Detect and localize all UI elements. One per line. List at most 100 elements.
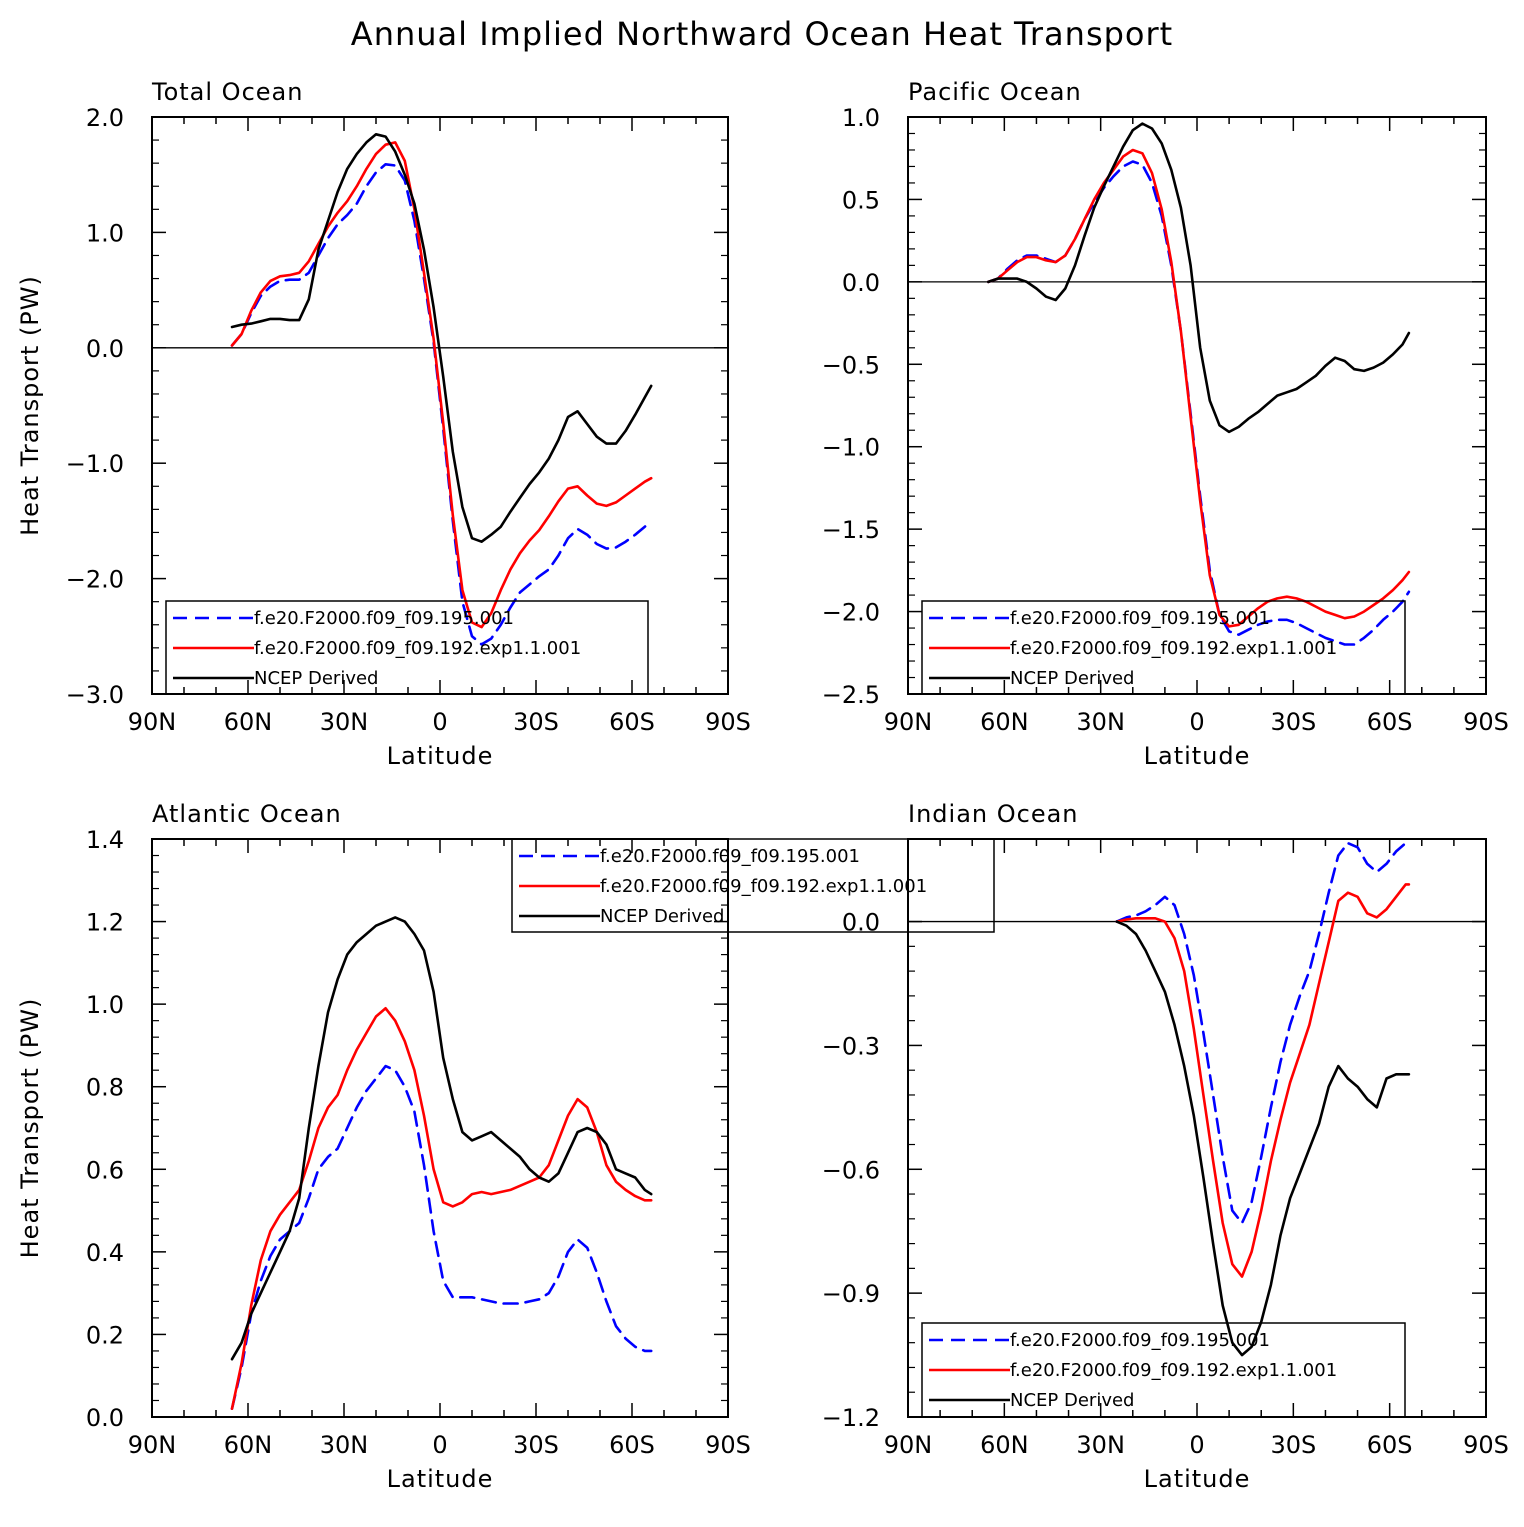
x-tick-label: 90N <box>128 1431 177 1459</box>
x-tick-label: 90S <box>705 1431 751 1459</box>
y-tick-label: 0.4 <box>86 1239 124 1267</box>
x-tick-label: 30S <box>1270 1431 1316 1459</box>
x-axis-title: Latitude <box>1144 742 1251 770</box>
y-tick-label: 2.0 <box>86 104 124 132</box>
y-tick-label: −0.5 <box>822 351 880 379</box>
y-tick-label: 0.0 <box>86 1404 124 1432</box>
legend-box <box>921 1322 1406 1418</box>
x-tick-label: 30S <box>1270 708 1316 736</box>
legend-box <box>165 600 649 695</box>
y-tick-label: 1.0 <box>842 104 880 132</box>
panel-title: Total Ocean <box>151 78 303 106</box>
x-tick-label: 30N <box>1076 1431 1125 1459</box>
legend: f.e20.F2000.f09_f09.195.001 f.e20.F2000.f… <box>921 600 1406 695</box>
y-tick-label: 0.6 <box>86 1156 124 1184</box>
legend-label: NCEP Derived <box>254 668 378 689</box>
series-line <box>1115 883 1411 1278</box>
legend: f.e20.F2000.f09_f09.195.001 f.e20.F2000.f… <box>921 1322 1406 1418</box>
legend-label: f.e20.F2000.f09_f09.192.exp1.1.001 <box>600 876 927 897</box>
x-tick-label: 30S <box>513 708 559 736</box>
y-tick-label: −1.0 <box>66 450 124 478</box>
x-tick-label: 60N <box>980 1431 1029 1459</box>
series-line <box>987 160 1411 646</box>
y-tick-label: 1.0 <box>86 991 124 1019</box>
panel-indian-ocean: Indian Ocean 90N 60N 30N 0 30S 60S 90S −1.2 −0.9 −… <box>822 800 1509 1493</box>
y-tick-label: 0.8 <box>86 1074 124 1102</box>
x-tick-label: 60N <box>980 708 1029 736</box>
x-tick-label: 60S <box>609 1431 655 1459</box>
y-tick-label: 0.5 <box>842 186 880 214</box>
y-tick-label: −2.0 <box>66 566 124 594</box>
y-tick-label: −2.0 <box>822 599 880 627</box>
legend-label: f.e20.F2000.f09_f09.195.001 <box>1010 608 1270 629</box>
x-tick-label: 60N <box>224 1431 273 1459</box>
legend-label: f.e20.F2000.f09_f09.192.exp1.1.001 <box>254 638 581 659</box>
legend: f.e20.F2000.f09_f09.195.001 f.e20.F2000.f… <box>511 838 995 933</box>
x-tick-label: 60N <box>224 708 273 736</box>
x-tick-label: 90N <box>884 1431 933 1459</box>
legend-label: f.e20.F2000.f09_f09.195.001 <box>254 608 514 629</box>
legend: f.e20.F2000.f09_f09.195.001 f.e20.F2000.f… <box>165 600 649 695</box>
series-line <box>230 133 653 543</box>
series-line <box>987 122 1411 434</box>
y-tick-label: 1.4 <box>86 826 124 854</box>
y-tick-label: −0.9 <box>822 1280 880 1308</box>
legend-box <box>921 600 1406 695</box>
y-tick-label: 0.2 <box>86 1321 124 1349</box>
x-tick-label: 30N <box>320 708 369 736</box>
legend-label: f.e20.F2000.f09_f09.195.001 <box>1010 1330 1270 1351</box>
series-line <box>230 1064 653 1410</box>
series-line <box>230 141 653 629</box>
y-axis-title: Heat Transport (PW) <box>16 998 44 1259</box>
legend-box <box>511 838 995 933</box>
y-tick-label: −0.6 <box>822 1156 880 1184</box>
y-tick-label: 0.0 <box>842 269 880 297</box>
panel-total-ocean: Total Ocean 90N 60N 30N 0 30S 60S 90S −3.0 −2.0 −1… <box>16 78 751 770</box>
series-line <box>987 148 1411 628</box>
legend-label: f.e20.F2000.f09_f09.192.exp1.1.001 <box>1010 638 1337 659</box>
x-tick-label: 30S <box>513 1431 559 1459</box>
x-axis-title: Latitude <box>387 1465 494 1493</box>
x-tick-label: 90S <box>1463 708 1509 736</box>
y-tick-label: −0.3 <box>822 1032 880 1060</box>
y-tick-label: 1.2 <box>86 909 124 937</box>
series-line <box>1115 837 1411 1225</box>
panel-atlantic-ocean: Atlantic Ocean 90N 60N 30N 0 30S 60S 90S 0.0 0.2 0… <box>16 800 995 1493</box>
y-tick-label: 0.0 <box>86 335 124 363</box>
x-axis-title: Latitude <box>1144 1465 1251 1493</box>
x-tick-label: 60S <box>1367 708 1413 736</box>
x-tick-label: 60S <box>609 708 655 736</box>
series-line <box>230 916 653 1361</box>
panel-pacific-ocean: Pacific Ocean 90N 60N 30N 0 30S 60S 90S −2.5 −2.0… <box>822 78 1509 770</box>
y-tick-label: 0.0 <box>842 909 880 937</box>
series-line <box>230 163 653 646</box>
y-axis-title: Heat Transport (PW) <box>16 275 44 536</box>
x-tick-label: 0 <box>432 708 447 736</box>
y-tick-label: −1.2 <box>822 1404 880 1432</box>
x-axis-title: Latitude <box>387 742 494 770</box>
y-tick-label: −2.5 <box>822 681 880 709</box>
x-tick-label: 30N <box>1076 708 1125 736</box>
figure-title: Annual Implied Northward Ocean Heat Tran… <box>351 15 1173 53</box>
panel-title: Pacific Ocean <box>908 78 1082 106</box>
panel-title: Indian Ocean <box>908 800 1079 828</box>
x-tick-label: 90S <box>705 708 751 736</box>
legend-label: NCEP Derived <box>1010 1390 1134 1411</box>
y-tick-label: −1.0 <box>822 434 880 462</box>
x-tick-label: 90N <box>128 708 177 736</box>
x-tick-label: 60S <box>1367 1431 1413 1459</box>
x-tick-label: 0 <box>1189 1431 1204 1459</box>
x-tick-label: 0 <box>432 1431 447 1459</box>
legend-label: f.e20.F2000.f09_f09.195.001 <box>600 846 860 867</box>
legend-label: NCEP Derived <box>1010 668 1134 689</box>
legend-label: NCEP Derived <box>600 906 724 927</box>
series-line <box>1115 920 1411 1357</box>
x-tick-label: 0 <box>1189 708 1204 736</box>
y-tick-label: −3.0 <box>66 681 124 709</box>
y-tick-label: 1.0 <box>86 219 124 247</box>
x-tick-label: 90S <box>1463 1431 1509 1459</box>
legend-label: f.e20.F2000.f09_f09.192.exp1.1.001 <box>1010 1360 1337 1381</box>
panel-title: Atlantic Ocean <box>152 800 342 828</box>
y-tick-label: −1.5 <box>822 516 880 544</box>
